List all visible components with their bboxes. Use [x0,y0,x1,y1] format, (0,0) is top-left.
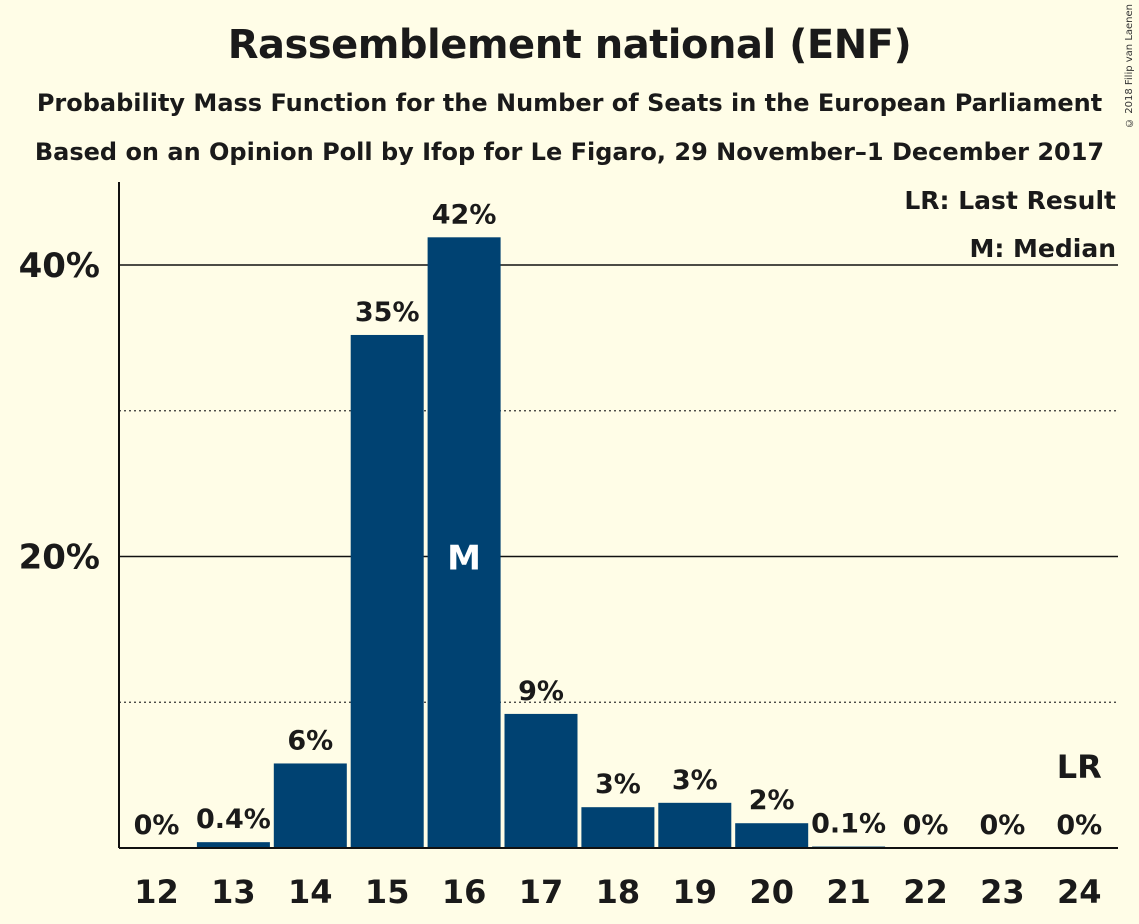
bar-14 [273,763,347,848]
bar-13 [196,842,270,848]
y-tick-label: 20% [19,538,100,578]
x-tick-label-22: 22 [903,873,948,911]
data-label-22: 0% [903,810,949,841]
data-label-16: 42% [432,199,497,230]
bar-18 [581,807,655,848]
chart-subtitle-source: Based on an Opinion Poll by Ifop for Le … [34,138,1105,166]
y-tick-label: 40% [19,246,100,286]
x-tick-label-12: 12 [134,873,179,911]
bar-17 [504,713,578,848]
data-label-15: 35% [355,297,420,328]
x-tick-label-20: 20 [749,873,794,911]
bar-19 [658,802,732,848]
x-tick-label-15: 15 [365,873,410,911]
data-label-17: 9% [518,676,564,707]
median-marker: M [447,539,481,579]
x-tick-label-14: 14 [288,873,333,911]
x-tick-label-18: 18 [596,873,641,911]
x-tick-label-23: 23 [980,873,1025,911]
bar-15 [350,334,424,849]
bar-16 [427,237,501,848]
x-tick-label-24: 24 [1057,873,1102,911]
data-label-19: 3% [672,765,718,796]
x-tick-label-13: 13 [211,873,256,911]
x-tick-label-21: 21 [826,873,871,911]
data-label-18: 3% [595,769,641,800]
x-tick-label-16: 16 [442,873,487,911]
last-result-marker: LR [1057,748,1102,786]
legend-entry: LR: Last Result [904,186,1116,215]
data-label-12: 0% [134,810,180,841]
chart-title: Rassemblement national (ENF) [227,22,912,68]
x-tick-label-19: 19 [673,873,718,911]
data-label-14: 6% [287,725,333,756]
data-label-23: 0% [979,810,1025,841]
data-label-20: 2% [749,785,795,816]
legend-entry: M: Median [969,234,1116,263]
data-label-21: 0.1% [811,809,886,840]
chart-subtitle: Probability Mass Function for the Number… [36,89,1103,117]
x-tick-label-17: 17 [519,873,564,911]
bar-20 [735,823,809,848]
data-label-24: 0% [1056,810,1102,841]
data-label-13: 0.4% [196,804,271,835]
